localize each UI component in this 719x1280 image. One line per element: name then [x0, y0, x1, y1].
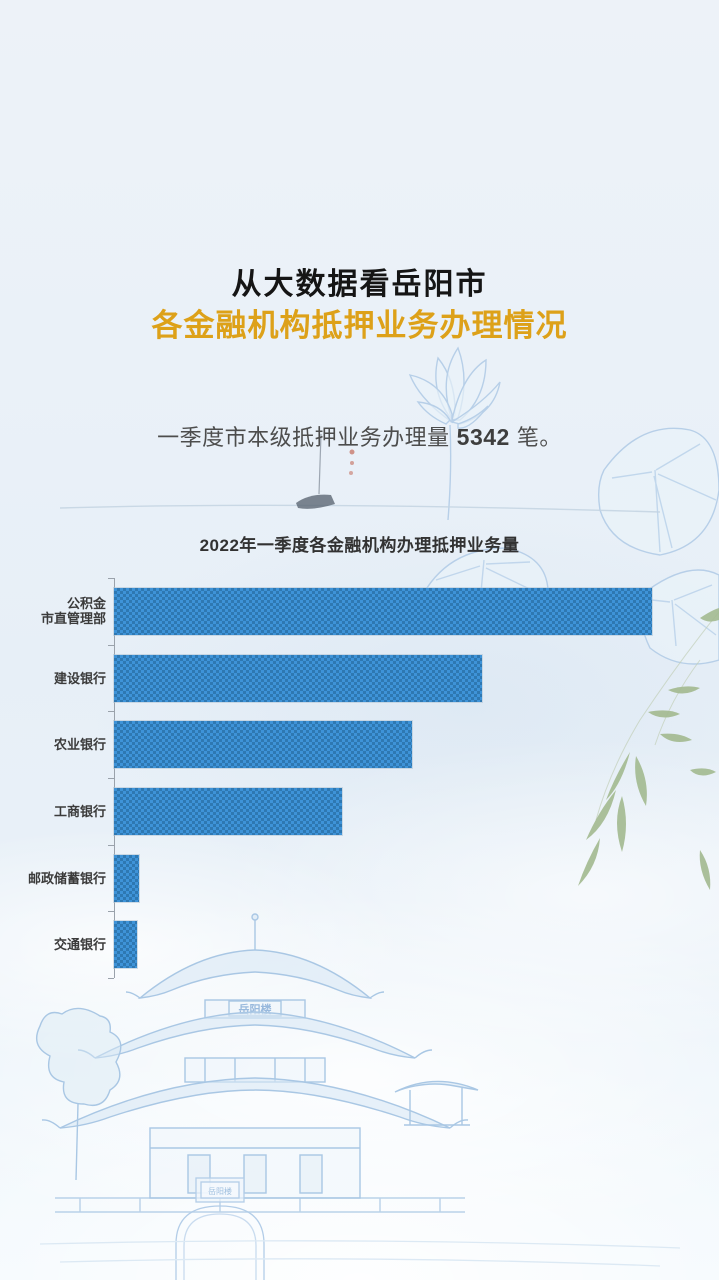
axis-tick	[108, 911, 114, 913]
y-axis-line	[114, 578, 115, 978]
chart-title: 2022年一季度各金融机构办理抵押业务量	[199, 536, 520, 555]
bar-row: 交通银行	[0, 921, 719, 969]
bar-row: 公积金 市直管理部	[0, 587, 719, 635]
axis-tick	[108, 711, 114, 713]
bar	[114, 787, 342, 835]
summary-count: 5342	[456, 424, 510, 450]
bar	[114, 587, 652, 635]
bar-row: 工商银行	[0, 787, 719, 835]
axis-tick	[108, 978, 114, 979]
axis-tick	[108, 778, 114, 779]
sub-title-gold: 各金融机构抵押业务办理情况	[151, 308, 568, 343]
bar	[114, 721, 412, 769]
bar	[114, 921, 137, 969]
bar-row: 邮政储蓄银行	[0, 854, 719, 902]
boat-icon	[59, 433, 661, 513]
category-label: 农业银行	[53, 737, 106, 753]
category-label: 建设银行	[53, 670, 106, 686]
axis-tick	[108, 644, 114, 646]
gate-plaque-text: 岳阳楼	[208, 1186, 232, 1196]
bar-plot: 公积金 市直管理部建设银行农业银行工商银行邮政储蓄银行交通银行	[0, 578, 719, 979]
bar-row: 建设银行	[0, 654, 719, 702]
category-label: 工商银行	[53, 803, 106, 819]
summary-prefix: 一季度市本级抵押业务办理量	[157, 425, 450, 450]
bar	[114, 854, 139, 902]
yueyang-tower-icon: 岳阳楼	[36, 913, 479, 1213]
category-label: 邮政储蓄银行	[27, 870, 106, 886]
main-title: 从大数据看岳阳市	[231, 268, 488, 301]
axis-tick	[108, 844, 114, 846]
gate-arch-icon: 岳阳楼	[39, 1177, 681, 1280]
willow-leaves-icon	[578, 608, 719, 890]
summary-suffix: 笔。	[516, 425, 562, 450]
bar-row: 农业银行	[0, 721, 719, 769]
category-label: 公积金 市直管理部	[40, 596, 106, 627]
axis-tick	[108, 578, 114, 579]
category-label: 交通银行	[53, 937, 106, 953]
bar	[114, 654, 482, 702]
summary-line: 一季度市本级抵押业务办理量 5342 笔。	[0, 420, 719, 452]
